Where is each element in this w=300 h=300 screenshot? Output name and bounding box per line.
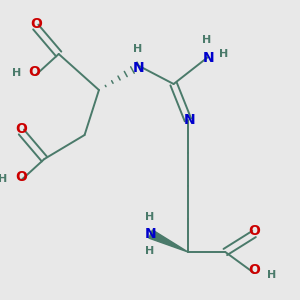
Text: H: H: [219, 49, 229, 59]
Text: O: O: [248, 263, 260, 277]
Text: H: H: [0, 174, 7, 184]
Text: H: H: [267, 269, 276, 280]
Text: N: N: [202, 52, 214, 65]
Text: O: O: [30, 17, 42, 31]
Text: O: O: [248, 224, 260, 238]
Text: H: H: [12, 68, 22, 79]
Text: N: N: [184, 113, 195, 127]
Text: H: H: [133, 44, 142, 55]
Text: H: H: [202, 35, 211, 46]
Text: O: O: [15, 122, 27, 136]
Text: H: H: [145, 245, 154, 256]
Text: O: O: [15, 170, 27, 184]
Text: H: H: [145, 212, 154, 223]
Text: O: O: [28, 65, 40, 79]
Text: N: N: [145, 227, 156, 241]
Text: N: N: [133, 61, 144, 74]
Polygon shape: [149, 230, 188, 252]
